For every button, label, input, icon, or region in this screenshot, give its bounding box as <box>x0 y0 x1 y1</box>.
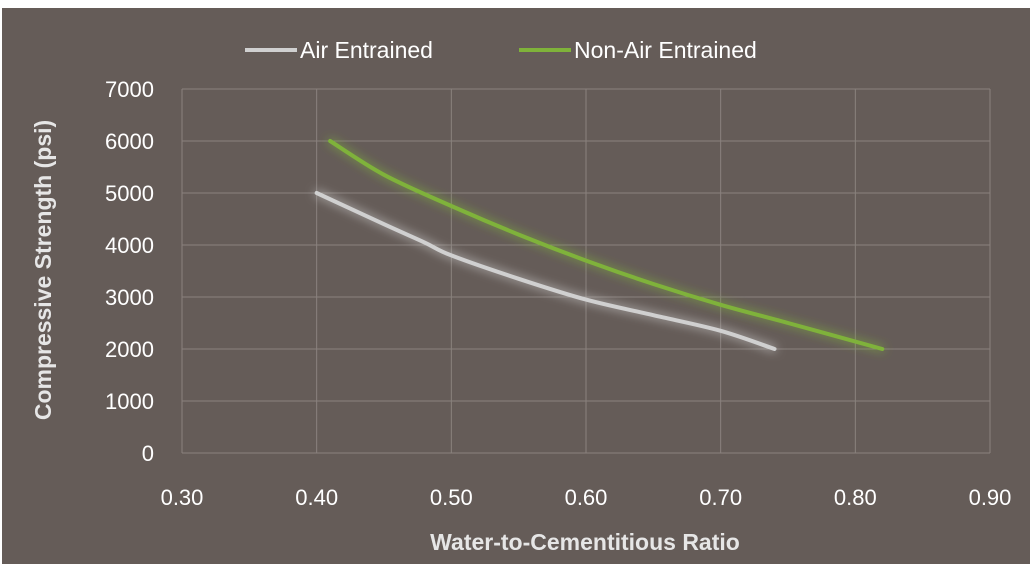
x-tick-label: 0.70 <box>699 485 742 510</box>
x-tick-label: 0.40 <box>295 485 338 510</box>
y-axis-title: Compressive Strength (psi) <box>30 120 56 420</box>
y-tick-label: 1000 <box>105 389 154 414</box>
gridlines <box>181 88 991 454</box>
x-tick-label: 0.80 <box>834 485 877 510</box>
legend-label-air-entrained: Air Entrained <box>300 37 433 63</box>
series-line-non-air-entrained <box>328 139 885 351</box>
y-tick-label: 5000 <box>105 181 154 206</box>
series-line-air-entrained <box>314 191 777 351</box>
legend-label-non-air-entrained: Non-Air Entrained <box>574 37 757 63</box>
x-axis-tick-labels: 0.30 0.40 0.50 0.60 0.70 0.80 0.90 <box>161 485 1012 510</box>
x-tick-label: 0.30 <box>161 485 204 510</box>
x-axis-title: Water-to-Cementitious Ratio <box>430 529 740 555</box>
y-tick-label: 2000 <box>105 337 154 362</box>
legend: Air Entrained Non-Air Entrained <box>245 37 757 63</box>
y-tick-label: 6000 <box>105 129 154 154</box>
y-tick-label: 7000 <box>105 77 154 102</box>
x-tick-label: 0.60 <box>565 485 608 510</box>
y-axis-tick-labels: 0 1000 2000 3000 4000 5000 6000 7000 <box>105 77 154 466</box>
y-tick-label: 0 <box>142 441 154 466</box>
x-tick-label: 0.90 <box>969 485 1012 510</box>
x-tick-label: 0.50 <box>430 485 473 510</box>
series-lines <box>314 139 885 351</box>
chart-area: 0 1000 2000 3000 4000 5000 6000 7000 0.30 0.40 0.… <box>2 8 1030 564</box>
y-tick-label: 4000 <box>105 233 154 258</box>
y-tick-label: 3000 <box>105 285 154 310</box>
